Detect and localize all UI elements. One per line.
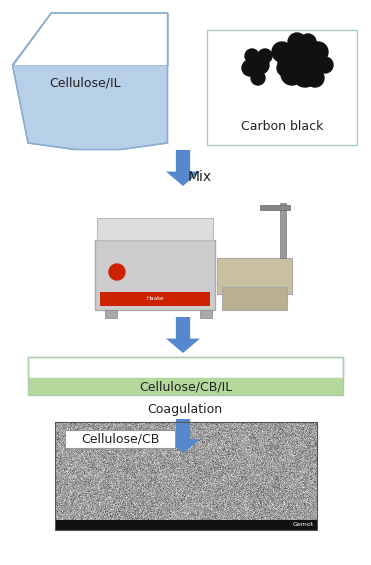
Circle shape: [285, 40, 315, 70]
Circle shape: [288, 33, 306, 51]
Circle shape: [272, 42, 292, 62]
FancyBboxPatch shape: [100, 292, 210, 306]
FancyBboxPatch shape: [280, 203, 286, 258]
Text: Mix: Mix: [188, 170, 212, 184]
Circle shape: [251, 56, 269, 74]
FancyBboxPatch shape: [260, 205, 290, 210]
Circle shape: [258, 49, 272, 63]
Circle shape: [251, 71, 265, 85]
Circle shape: [306, 69, 324, 87]
Circle shape: [300, 34, 316, 50]
Circle shape: [242, 60, 258, 76]
Circle shape: [281, 63, 303, 85]
Text: Cellulose/CB: Cellulose/CB: [81, 432, 159, 445]
FancyBboxPatch shape: [65, 430, 175, 448]
FancyBboxPatch shape: [55, 520, 317, 530]
Circle shape: [245, 49, 259, 63]
FancyBboxPatch shape: [105, 310, 117, 318]
Polygon shape: [166, 419, 200, 453]
FancyBboxPatch shape: [28, 378, 343, 395]
Text: Haake: Haake: [146, 297, 164, 302]
Circle shape: [293, 63, 317, 87]
Circle shape: [317, 57, 333, 73]
FancyBboxPatch shape: [222, 287, 287, 310]
Text: Cellulose/IL: Cellulose/IL: [49, 76, 121, 89]
Text: Cellulose/CB/IL: Cellulose/CB/IL: [139, 380, 232, 393]
FancyBboxPatch shape: [200, 310, 212, 318]
Polygon shape: [166, 150, 200, 186]
Polygon shape: [13, 13, 167, 150]
Polygon shape: [13, 13, 167, 65]
FancyBboxPatch shape: [217, 258, 292, 294]
Circle shape: [278, 50, 302, 74]
Circle shape: [277, 60, 293, 76]
Circle shape: [109, 264, 125, 280]
Circle shape: [308, 42, 328, 62]
FancyBboxPatch shape: [28, 357, 343, 378]
Text: Coagulation: Coagulation: [147, 402, 223, 415]
Text: Carbon black: Carbon black: [241, 120, 323, 133]
FancyBboxPatch shape: [97, 218, 213, 240]
FancyBboxPatch shape: [95, 240, 215, 310]
Text: Gemot: Gemot: [293, 523, 314, 528]
Polygon shape: [166, 317, 200, 353]
FancyBboxPatch shape: [207, 30, 357, 145]
Circle shape: [299, 49, 325, 75]
